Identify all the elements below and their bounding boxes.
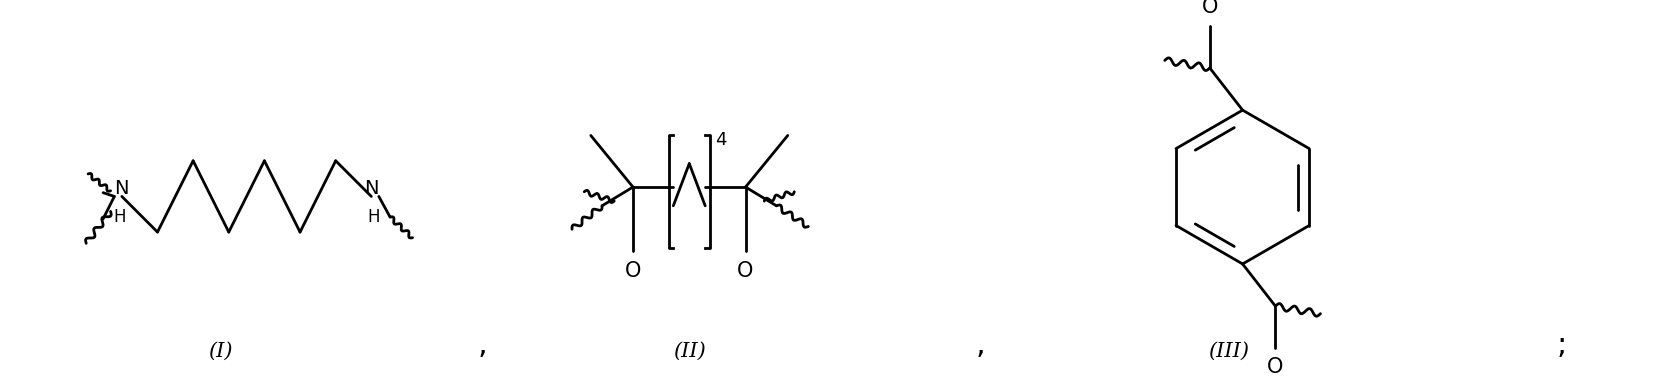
Text: ;: ; (1556, 330, 1566, 359)
Text: O: O (1266, 357, 1283, 377)
Text: (III): (III) (1208, 342, 1248, 361)
Text: O: O (625, 262, 641, 281)
Text: N: N (365, 179, 378, 199)
Text: (II): (II) (673, 342, 706, 361)
Text: N: N (114, 179, 129, 199)
Text: O: O (737, 262, 754, 281)
Text: 4: 4 (714, 131, 726, 149)
Text: O: O (1201, 0, 1218, 17)
Text: ,: , (974, 330, 984, 359)
Text: H: H (114, 208, 126, 226)
Text: H: H (366, 208, 379, 226)
Text: (I): (I) (207, 342, 232, 361)
Text: ,: , (477, 330, 487, 359)
